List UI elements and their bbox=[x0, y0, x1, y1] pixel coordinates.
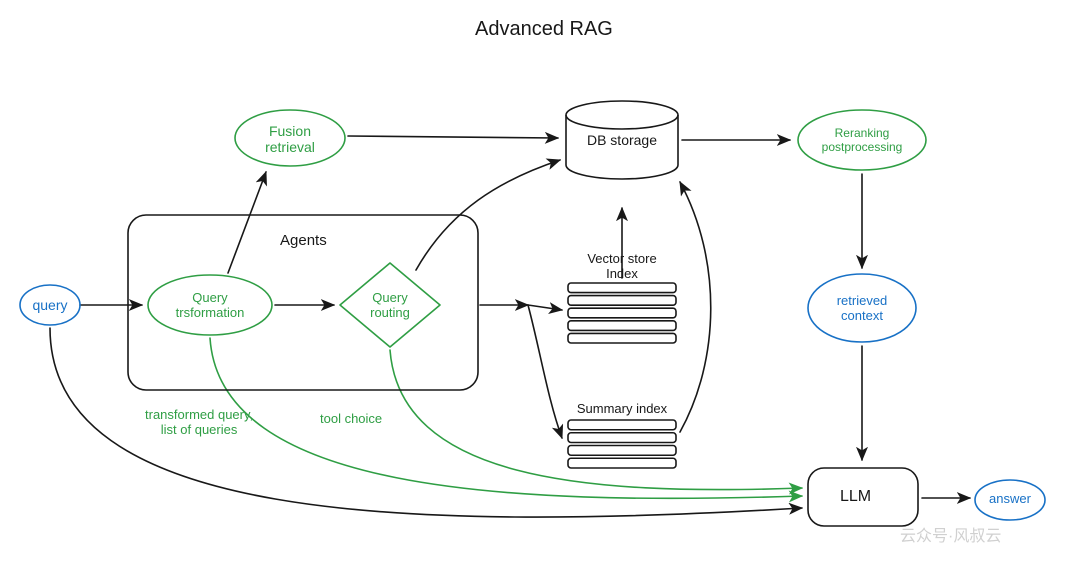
node-answer bbox=[975, 480, 1045, 520]
node-summary_index-bar-0 bbox=[568, 420, 676, 430]
node-fusion bbox=[235, 110, 345, 166]
node-qtrans bbox=[148, 275, 272, 335]
node-vector_index-bar-4 bbox=[568, 333, 676, 343]
node-summary_index-bar-2 bbox=[568, 446, 676, 456]
node-qrouting bbox=[340, 263, 440, 347]
node-query bbox=[20, 285, 80, 325]
watermark: 云众号·风叔云 bbox=[900, 522, 1001, 546]
node-llm bbox=[808, 468, 918, 526]
edge-qtrans-fusion bbox=[228, 172, 266, 273]
edge-out-vector bbox=[528, 305, 562, 310]
node-vector_index-bar-3 bbox=[568, 321, 676, 331]
diagram-canvas bbox=[0, 0, 1080, 582]
node-vector_index-bar-2 bbox=[568, 308, 676, 318]
node-vector_index-bar-0 bbox=[568, 283, 676, 293]
node-rerank bbox=[798, 110, 926, 170]
edge-qtrans-llm bbox=[210, 338, 802, 498]
node-context bbox=[808, 274, 916, 342]
node-summary_index-bar-1 bbox=[568, 433, 676, 443]
node-summary_index-bar-3 bbox=[568, 458, 676, 468]
edge-out-summary bbox=[528, 305, 562, 438]
node-agents_box bbox=[128, 215, 478, 390]
node-vector_index-bar-1 bbox=[568, 296, 676, 306]
edge-summary-db bbox=[680, 182, 711, 432]
edge-fusion-db bbox=[348, 136, 558, 138]
